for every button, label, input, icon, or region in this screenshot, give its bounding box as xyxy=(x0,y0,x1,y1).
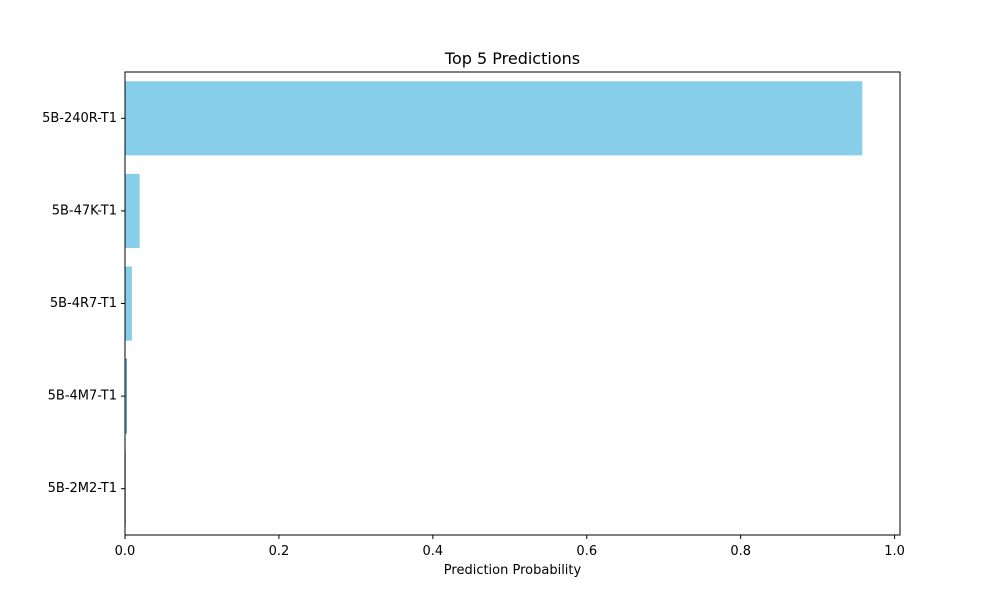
x-tick-label: 0.2 xyxy=(269,544,290,559)
x-tick-label: 0.8 xyxy=(730,544,751,559)
y-tick-label: 5B-4R7-T1 xyxy=(50,296,117,311)
chart-title: Top 5 Predictions xyxy=(444,49,580,68)
bar-5B-4R7-T1 xyxy=(125,266,132,341)
y-tick-label: 5B-240R-T1 xyxy=(42,111,117,126)
y-tick-label: 5B-4M7-T1 xyxy=(48,389,117,404)
x-tick-label: 0.0 xyxy=(115,544,136,559)
x-tick-label: 0.6 xyxy=(576,544,597,559)
x-axis-ticks: 0.0 0.2 0.4 0.6 0.8 1.0 xyxy=(115,535,905,559)
bar-5B-47K-T1 xyxy=(125,173,140,248)
y-tick-label: 5B-47K-T1 xyxy=(52,203,117,218)
x-axis-label: Prediction Probability xyxy=(444,563,582,578)
y-tick-label: 5B-2M2-T1 xyxy=(48,481,117,496)
bars-group xyxy=(124,81,863,527)
y-axis-ticks: 5B-240R-T1 5B-47K-T1 5B-4R7-T1 5B-4M7-T1 5B-… xyxy=(42,111,125,496)
bar-5B-240R-T1 xyxy=(125,81,863,156)
x-tick-label: 0.4 xyxy=(423,544,444,559)
x-tick-label: 1.0 xyxy=(884,544,905,559)
